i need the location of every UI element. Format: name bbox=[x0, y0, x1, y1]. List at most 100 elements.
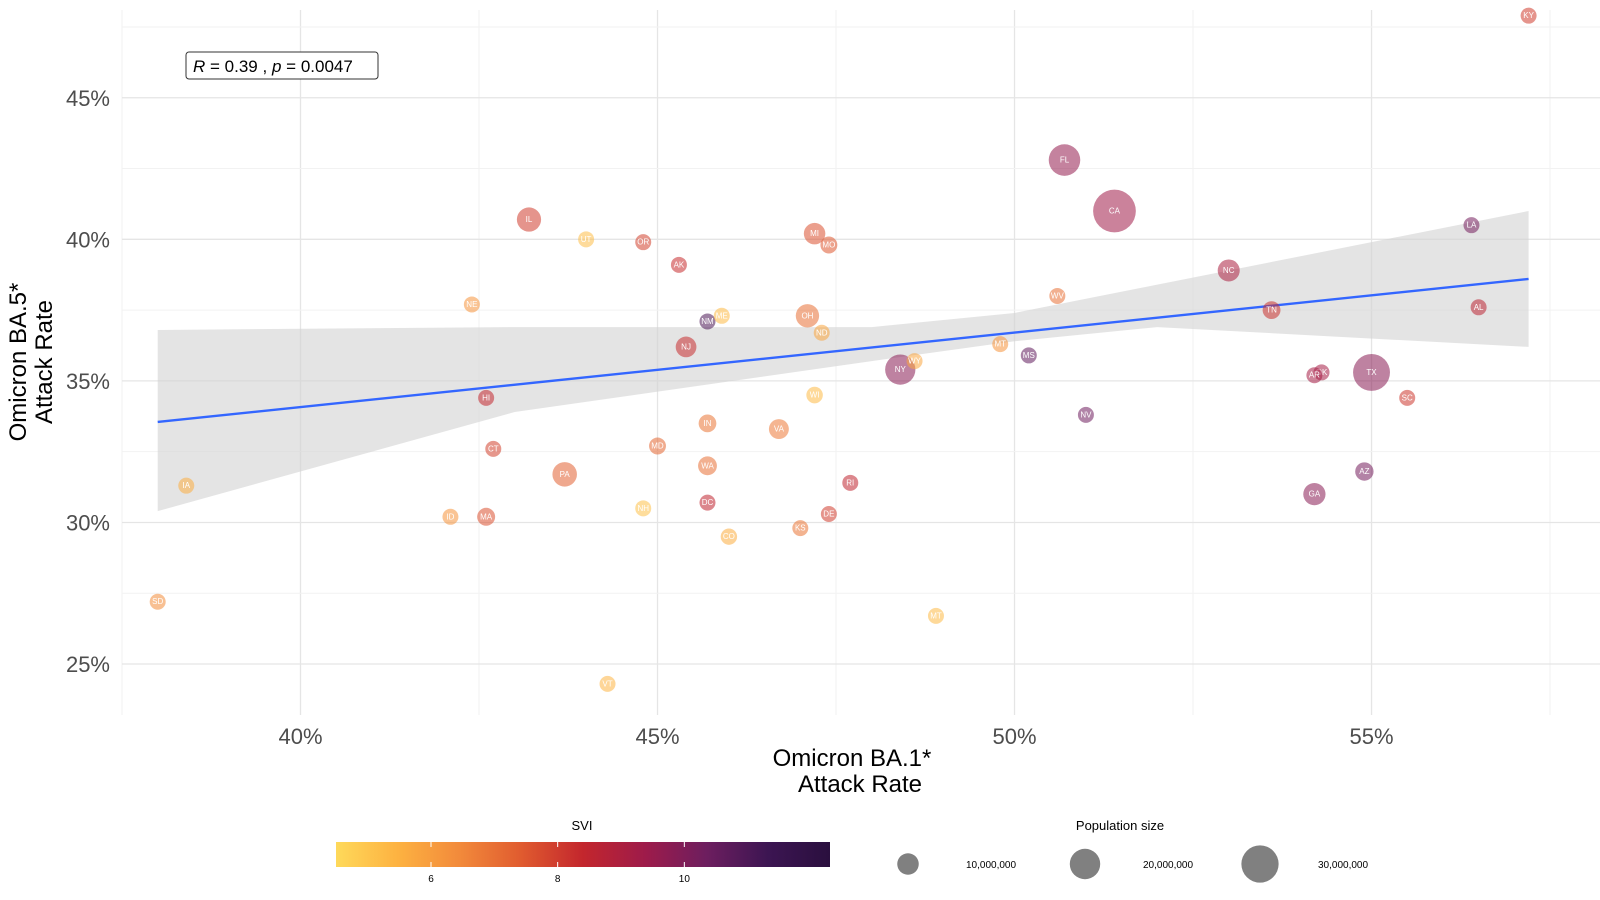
point-label: KS bbox=[795, 524, 806, 533]
r-label: R bbox=[193, 57, 205, 76]
point-label: NJ bbox=[681, 342, 691, 351]
y-tick-label: 40% bbox=[66, 227, 110, 252]
point-marker bbox=[599, 675, 616, 692]
svi-legend-title: SVI bbox=[572, 818, 593, 833]
x-axis-title-line-2: Attack Rate bbox=[798, 771, 922, 798]
point-label: WV bbox=[1051, 291, 1065, 300]
point-nh: NH bbox=[635, 500, 652, 517]
point-marker bbox=[477, 507, 496, 526]
point-marker bbox=[149, 593, 166, 610]
point-marker bbox=[463, 296, 480, 313]
point-marker bbox=[1020, 347, 1037, 364]
point-wa: WA bbox=[698, 456, 717, 476]
point-ga: GA bbox=[1303, 483, 1326, 506]
point-marker bbox=[635, 500, 652, 517]
point-marker bbox=[992, 336, 1009, 353]
y-axis-title-line-1: Omicron BA.5* bbox=[5, 283, 32, 442]
population-legend-label: 20,000,000 bbox=[1143, 860, 1193, 871]
point-label: SD bbox=[152, 597, 163, 606]
point-id: ID bbox=[442, 508, 459, 525]
point-ri: RI bbox=[842, 474, 859, 491]
point-label: CA bbox=[1109, 207, 1121, 216]
point-marker bbox=[806, 386, 823, 404]
point-label: AL bbox=[1474, 303, 1484, 312]
point-marker bbox=[820, 236, 838, 254]
point-label: IL bbox=[526, 215, 533, 224]
point-marker bbox=[699, 494, 716, 511]
population-legend-label: 30,000,000 bbox=[1318, 860, 1368, 871]
point-label: MT bbox=[994, 340, 1006, 349]
point-label: WY bbox=[908, 357, 922, 366]
point-me: ME bbox=[713, 307, 730, 324]
point-marker bbox=[578, 231, 595, 248]
point-label: AR bbox=[1309, 371, 1320, 380]
point-marker bbox=[768, 419, 789, 440]
point-marker bbox=[1262, 301, 1281, 320]
separator: , bbox=[263, 57, 268, 76]
point-label: UT bbox=[581, 235, 592, 244]
point-nm: NM bbox=[699, 313, 716, 330]
y-axis-ticks: 25% 30% 35% 40% 45% bbox=[66, 86, 110, 677]
point-marker bbox=[1353, 353, 1390, 391]
point-in: IN bbox=[698, 414, 717, 433]
point-marker bbox=[1303, 483, 1326, 506]
point-marker bbox=[820, 505, 837, 522]
point-label: OR bbox=[637, 238, 649, 247]
point-label: AZ bbox=[1359, 467, 1369, 476]
point-marker bbox=[442, 508, 459, 525]
point-label: GA bbox=[1309, 490, 1321, 499]
grid bbox=[121, 10, 1600, 715]
svi-legend: SVI 6 8 10 bbox=[336, 818, 830, 885]
point-marker bbox=[1470, 299, 1487, 316]
point-label: MD bbox=[651, 442, 664, 451]
point-tn: TN bbox=[1262, 301, 1281, 320]
x-axis-ticks: 40% 45% 50% 55% bbox=[278, 724, 1393, 749]
svg-text:R = 0.39: R = 0.39 , p = 0.0047 bbox=[193, 57, 353, 76]
point-ak: AK bbox=[670, 256, 687, 273]
confidence-band bbox=[157, 211, 1529, 512]
point-co: CO bbox=[720, 528, 738, 545]
point-mt: MT bbox=[927, 607, 944, 624]
p-value: 0.0047 bbox=[301, 57, 353, 76]
point-il: IL bbox=[516, 207, 542, 232]
point-pa: PA bbox=[552, 462, 577, 487]
x-tick-label: 55% bbox=[1349, 724, 1393, 749]
svi-tick-label: 6 bbox=[428, 874, 434, 885]
point-wi: WI bbox=[806, 386, 823, 404]
svi-tick-label: 8 bbox=[555, 874, 561, 885]
point-marker bbox=[720, 528, 738, 545]
point-label: IA bbox=[182, 481, 190, 490]
point-label: RI bbox=[846, 478, 854, 487]
point-label: FL bbox=[1060, 156, 1070, 165]
point-marker bbox=[1048, 144, 1081, 176]
svi-colorbar bbox=[336, 842, 830, 867]
point-wv: WV bbox=[1049, 287, 1066, 304]
population-legend-circle bbox=[1241, 845, 1279, 883]
y-tick-label: 35% bbox=[66, 369, 110, 394]
point-label: AK bbox=[674, 260, 685, 269]
point-marker bbox=[906, 353, 923, 370]
point-nd: ND bbox=[813, 324, 830, 341]
x-tick-label: 50% bbox=[992, 724, 1036, 749]
point-wy: WY bbox=[906, 353, 923, 370]
regression-line bbox=[157, 277, 1529, 424]
point-or: OR bbox=[635, 234, 652, 251]
correlation-annotation: R = 0.39 , p = 0.0047 bbox=[185, 51, 379, 80]
point-nj: NJ bbox=[675, 336, 697, 358]
data-points: CA TX FL NY PA IL OH GA NC MI NJ VA WA AZ MA TN IN MO MD WI… bbox=[149, 7, 1537, 692]
point-fl: FL bbox=[1048, 144, 1081, 176]
point-label: TX bbox=[1366, 368, 1377, 377]
point-label: IN bbox=[703, 419, 711, 428]
point-sc: SC bbox=[1399, 389, 1416, 406]
x-axis-title-line-1: Omicron BA.1* bbox=[773, 745, 932, 772]
x-tick-label: 40% bbox=[278, 724, 322, 749]
point-label: ID bbox=[446, 512, 454, 521]
annotation-box bbox=[185, 51, 379, 80]
point-marker bbox=[178, 477, 195, 494]
point-dc: DC bbox=[699, 494, 716, 511]
point-al: AL bbox=[1470, 299, 1487, 316]
point-oh: OH bbox=[795, 304, 820, 328]
point-marker bbox=[649, 437, 666, 455]
point-marker bbox=[713, 307, 730, 324]
